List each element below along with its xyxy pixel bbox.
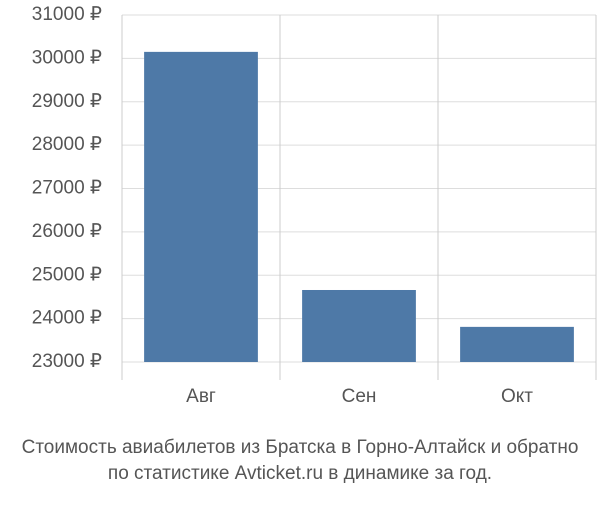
y-tick-label: 29000 ₽ [32,91,102,112]
y-tick-label: 25000 ₽ [32,264,102,285]
x-tick-label: Авг [186,386,216,407]
y-tick-label: 23000 ₽ [32,351,102,372]
x-tick-label: Окт [501,386,533,407]
x-tick-label: Сен [342,386,377,407]
y-tick-label: 30000 ₽ [32,47,102,68]
y-tick-label: 28000 ₽ [32,134,102,155]
bar [302,289,416,362]
bar [144,51,258,363]
caption-line: Стоимость авиабилетов из Братска в Горно… [22,437,579,458]
caption-line: по статистике Avticket.ru в динамике за … [108,463,492,484]
y-tick-label: 27000 ₽ [32,178,102,199]
bar [460,326,574,362]
y-tick-label: 26000 ₽ [32,221,102,242]
y-tick-label: 31000 ₽ [32,4,102,25]
y-tick-label: 24000 ₽ [32,308,102,329]
